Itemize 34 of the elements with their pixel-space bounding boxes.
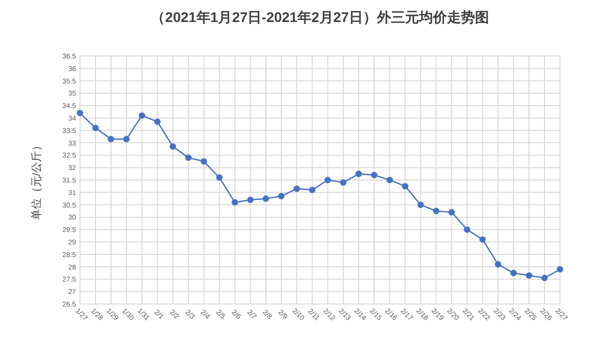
point xyxy=(541,274,548,282)
point xyxy=(76,110,84,116)
point xyxy=(200,158,208,165)
point xyxy=(417,202,424,208)
chart-title: （2021年1月27日-2021年2月27日）外三元均价走势图 xyxy=(151,9,489,25)
point xyxy=(185,154,192,161)
point xyxy=(262,195,270,202)
point xyxy=(92,124,99,132)
point xyxy=(464,226,470,233)
point xyxy=(216,174,223,181)
point xyxy=(154,118,161,125)
point xyxy=(170,143,176,150)
point xyxy=(138,112,146,119)
point xyxy=(386,176,393,184)
point xyxy=(356,170,362,177)
point xyxy=(232,199,238,206)
point xyxy=(324,176,331,184)
point xyxy=(479,236,486,243)
y-axis-title: 单位（元/公斤） xyxy=(30,140,43,220)
point xyxy=(448,209,455,216)
point xyxy=(370,172,378,178)
point xyxy=(278,192,284,200)
point xyxy=(340,179,346,186)
point xyxy=(247,196,254,204)
point xyxy=(556,266,564,272)
point xyxy=(309,186,316,194)
point xyxy=(123,136,130,142)
point xyxy=(494,261,502,268)
point xyxy=(294,185,300,192)
point xyxy=(432,208,440,214)
point xyxy=(526,272,532,279)
point xyxy=(108,136,114,142)
point xyxy=(402,183,408,190)
point xyxy=(510,270,517,276)
